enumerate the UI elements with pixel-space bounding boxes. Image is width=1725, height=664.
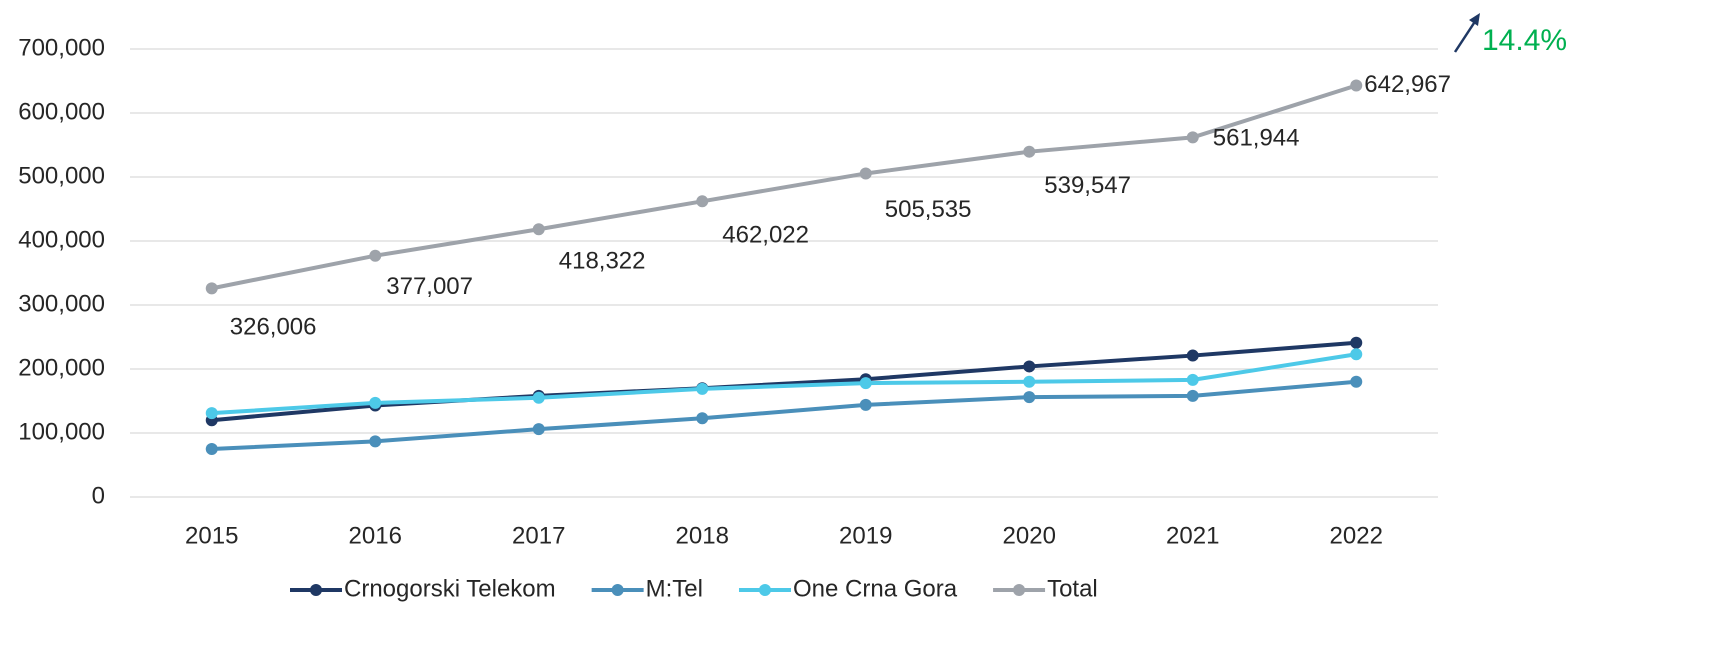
x-tick-label: 2018 [676,522,729,549]
point [1186,373,1199,386]
y-tick-label: 300,000 [18,290,105,317]
annotation-arrowhead [1469,13,1480,26]
point [1186,349,1199,362]
data-label: 561,944 [1213,125,1300,152]
point [859,377,872,390]
legend-label: One Crna Gora [793,575,958,602]
series-line [211,83,1357,291]
x-tick-label: 2019 [839,522,892,549]
point [205,443,218,455]
x-tick-label: 2015 [185,522,238,549]
data-label: 377,007 [386,273,473,300]
x-tick-label: 2021 [1166,522,1219,549]
point [532,423,545,436]
point [696,412,709,425]
y-tick-label: 400,000 [18,226,105,253]
point [859,167,872,180]
annotation: 14.4% [1482,24,1567,57]
data-label: 462,022 [722,222,809,249]
point [1350,375,1363,388]
x-tick-label: 2020 [1003,522,1056,549]
point [1186,131,1199,144]
point [532,223,545,236]
legend-marker [758,584,771,596]
y-tick-label: 200,000 [18,354,105,381]
point [696,382,709,395]
x-tick-label: 2017 [512,522,565,549]
x-tick-label: 2022 [1330,522,1383,549]
y-tick-label: 0 [92,482,105,509]
legend-label: Crnogorski Telekom [344,575,556,602]
point [1023,375,1036,388]
y-tick-label: 100,000 [18,418,105,445]
point [1023,391,1036,404]
data-label: 642,967 [1364,71,1451,98]
point [1350,348,1363,361]
legend-marker [310,584,322,596]
point [205,282,218,295]
series-line [211,379,1357,451]
data-label: 505,535 [885,196,972,223]
point [1023,145,1036,158]
series-line [211,352,1357,416]
point [1350,79,1363,92]
point [532,391,545,404]
point [369,396,382,409]
point [369,249,382,262]
data-label: 539,547 [1044,172,1131,199]
legend-label: Total [1047,575,1098,602]
y-tick-label: 700,000 [18,34,105,61]
legend-marker [611,584,624,596]
point [369,435,382,448]
legend-marker [1013,584,1026,596]
y-tick-label: 600,000 [18,98,105,125]
point [696,195,709,208]
point [859,398,872,411]
point [205,407,218,420]
y-tick-label: 500,000 [18,162,105,189]
data-label: 326,006 [230,314,317,341]
x-tick-label: 2016 [349,522,402,549]
point [1023,360,1036,373]
annotation-arrow [1453,19,1478,53]
legend-label: M:Tel [646,575,703,602]
point [1186,389,1199,402]
point [1350,336,1363,349]
data-label: 418,322 [559,248,646,275]
